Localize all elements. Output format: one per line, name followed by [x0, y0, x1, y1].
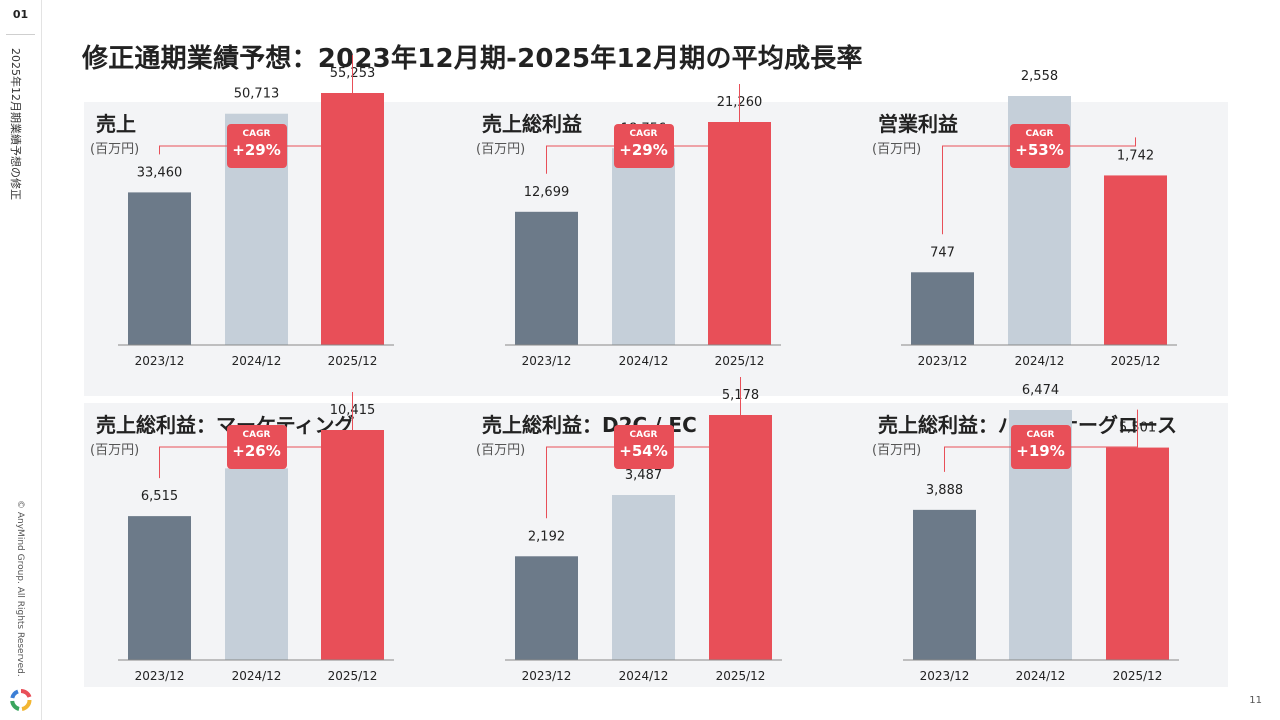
value-label: 3,888	[926, 483, 963, 498]
cagr-value: +26%	[232, 442, 281, 460]
section-title: 2025年12月期業績予想の修正	[9, 48, 22, 200]
category-label: 2025/12	[328, 354, 378, 368]
value-label: 3,487	[625, 468, 662, 483]
value-label: 50,713	[234, 87, 280, 102]
value-label: 6,474	[1022, 383, 1059, 398]
page-number: 11	[1249, 695, 1262, 706]
cagr-label: CAGR	[242, 430, 271, 440]
category-label: 2024/12	[1016, 669, 1066, 683]
chart-panel: 売上総利益：パートナーグロース(百万円)3,8882023/126,474202…	[866, 383, 1226, 687]
bar-2024-12	[612, 148, 675, 345]
chart-panel: 売上総利益：マーケティング(百万円)6,5152023/128,6782024/…	[84, 392, 464, 687]
bar-2024-12	[225, 468, 288, 660]
anymind-logo-icon	[10, 688, 32, 711]
chart-unit-label: (百万円)	[476, 142, 526, 157]
category-label: 2023/12	[135, 669, 185, 683]
value-label: 2,558	[1021, 69, 1058, 84]
chart-title: 売上総利益	[482, 112, 582, 136]
cagr-badge: CAGR +19%	[1010, 425, 1071, 469]
chart-title: 営業利益	[878, 112, 958, 136]
chart-title: 売上	[96, 112, 136, 136]
bar-2023-12	[913, 509, 976, 660]
chart-unit-label: (百万円)	[872, 443, 922, 458]
category-label: 2023/12	[918, 354, 968, 368]
chart-panel: 売上総利益(百万円)12,6992023/1218,7562024/1221,2…	[470, 84, 850, 396]
category-label: 2024/12	[619, 669, 669, 683]
bar-2025-12	[1104, 175, 1167, 345]
cagr-badge: CAGR +29%	[613, 124, 674, 168]
chart-unit-label: (百万円)	[90, 142, 140, 157]
category-label: 2024/12	[232, 669, 282, 683]
bar-2025-12	[321, 430, 384, 660]
cagr-badge: CAGR +26%	[226, 425, 287, 469]
cagr-label: CAGR	[1026, 430, 1055, 440]
category-label: 2024/12	[1015, 354, 1065, 368]
bar-2023-12	[515, 556, 578, 660]
bar-2023-12	[128, 516, 191, 660]
cagr-label: CAGR	[629, 430, 658, 440]
category-label: 2025/12	[328, 669, 378, 683]
bar-2025-12	[708, 122, 771, 345]
cagr-value: +29%	[232, 141, 281, 159]
value-label: 1,742	[1117, 148, 1154, 163]
chart-unit-label: (百万円)	[872, 142, 922, 157]
bar-2024-12	[612, 495, 675, 660]
cagr-value: +19%	[1016, 442, 1065, 460]
cagr-label: CAGR	[629, 129, 658, 139]
chart-panel: 営業利益 (百万円) 747 2023/12 2,558 2024/12 1,742 2025…	[866, 69, 1226, 396]
page-title: 修正通期業績予想：2023年12月期-2025年12月期の平均成長率	[82, 44, 863, 74]
bar-2023-12	[128, 192, 191, 345]
bar-2023-12	[515, 211, 578, 345]
bar-2025-12	[709, 415, 772, 660]
chart-title: 売上総利益：マーケティング	[96, 413, 355, 437]
cagr-label: CAGR	[242, 129, 271, 139]
chart-unit-label: (百万円)	[90, 443, 140, 458]
cagr-badge: CAGR +53%	[1009, 124, 1070, 168]
value-label: 33,460	[137, 165, 183, 180]
sidebar: 01 2025年12月期業績予想の修正 © AnyMind Group. All…	[0, 0, 42, 720]
bar-2023-12	[911, 272, 974, 345]
sidebar-divider	[6, 34, 35, 35]
copyright-notice: © AnyMind Group. All Rights Reserved.	[15, 500, 25, 677]
category-label: 2023/12	[522, 669, 572, 683]
cagr-badge: CAGR +29%	[226, 124, 287, 168]
value-label: 2,192	[528, 529, 565, 544]
category-label: 2023/12	[920, 669, 970, 683]
cagr-value: +54%	[619, 442, 668, 460]
bar-2025-12	[1106, 447, 1169, 660]
chart-unit-label: (百万円)	[476, 443, 526, 458]
category-label: 2023/12	[522, 354, 572, 368]
category-label: 2024/12	[619, 354, 669, 368]
category-label: 2025/12	[1111, 354, 1161, 368]
value-label: 747	[930, 245, 955, 260]
value-label: 6,515	[141, 489, 178, 504]
chart-panel: 売上総利益：D2C / EC (百万円) 2,192 2023/12 3,487 2024…	[470, 377, 850, 687]
cagr-badge: CAGR +54%	[613, 425, 674, 469]
chart-panel: 売上 (百万円) 33,460 2023/12 50,713 2024/12 55,253 2…	[84, 55, 464, 396]
category-label: 2023/12	[135, 354, 185, 368]
category-label: 2025/12	[716, 669, 766, 683]
cagr-value: +29%	[619, 141, 668, 159]
cagr-value: +53%	[1015, 141, 1064, 159]
category-label: 2025/12	[1113, 669, 1163, 683]
value-label: 12,699	[524, 185, 570, 200]
section-number: 01	[12, 8, 29, 21]
cagr-label: CAGR	[1025, 129, 1054, 139]
category-label: 2025/12	[715, 354, 765, 368]
category-label: 2024/12	[232, 354, 282, 368]
bar-chart: 747 2023/12 2,558 2024/12 1,742 2025/12	[901, 69, 1177, 368]
